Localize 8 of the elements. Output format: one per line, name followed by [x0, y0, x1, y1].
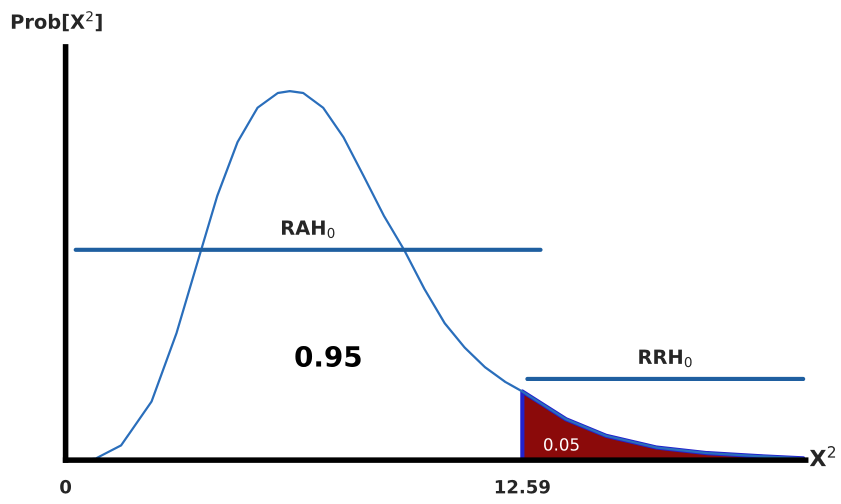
- series-label: RRH$_{0}$: [639, 350, 692, 368]
- x-tick-label: 12.59: [496, 480, 550, 494]
- x-axis-title: X$^{2}$: [810, 446, 836, 466]
- annotation: 0.05: [544, 438, 579, 451]
- y-axis-title: Prob[X$^{2}$]: [12, 11, 102, 32]
- annotation: 0.95: [295, 346, 361, 367]
- series-label: RAH$_{0}$: [282, 220, 334, 238]
- x-tick-label: 0: [60, 480, 72, 494]
